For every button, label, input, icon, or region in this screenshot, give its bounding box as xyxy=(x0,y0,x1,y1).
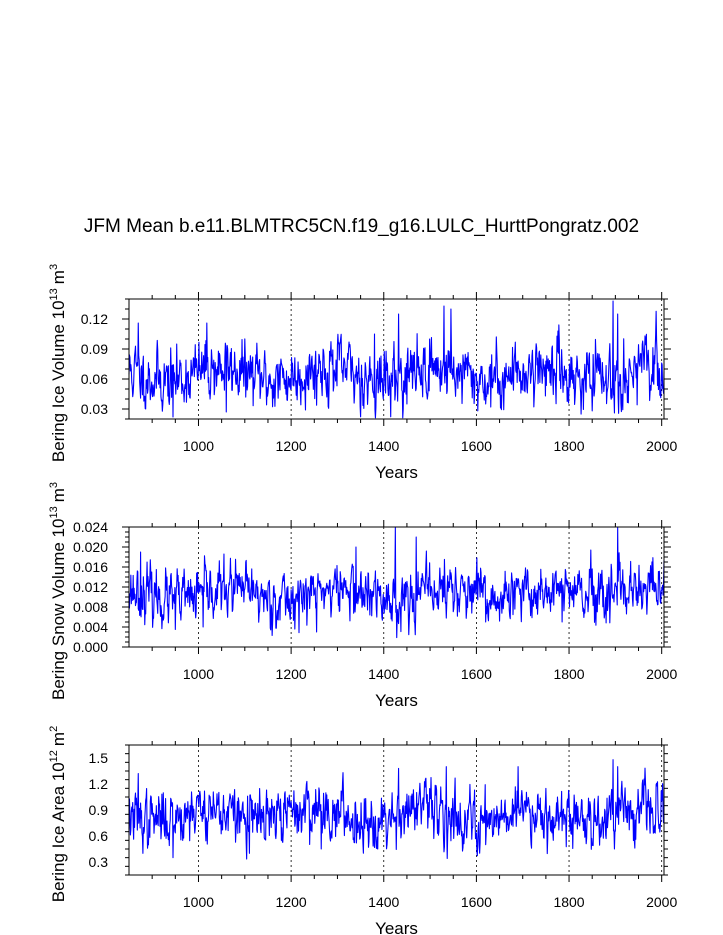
x-tick-label: 1200 xyxy=(276,666,307,682)
y-tick-label: 0.024 xyxy=(73,519,108,535)
ice-area-panel: 1000 1200 1400 1600 1800 2000 Years 0.3 0.6 0.9 1.… xyxy=(48,726,677,935)
y-tick-label: 0.020 xyxy=(73,539,108,555)
x-tick-label: 1200 xyxy=(276,438,307,454)
y-tick-label: 0.016 xyxy=(73,559,108,575)
snow-volume-series-line xyxy=(128,527,665,639)
y-tick-label: 0.06 xyxy=(81,371,108,387)
y-axis-label-text: Bering Ice Area 10 xyxy=(49,762,68,902)
y-tick-label: 1.2 xyxy=(89,776,109,792)
ice-volume-panel: 1000 1200 1400 1600 1800 2000 Years 0.03 0.06 0.0… xyxy=(48,264,677,482)
x-tick-label: 1600 xyxy=(461,666,492,682)
x-axis-label: Years xyxy=(375,463,418,482)
x-tick-label: 2000 xyxy=(646,438,677,454)
y-tick-label: 0.008 xyxy=(73,599,108,615)
x-tick-label: 1800 xyxy=(553,438,584,454)
y-axis-label-unit-exponent: 2 xyxy=(48,726,60,732)
x-tick-label: 1600 xyxy=(461,438,492,454)
x-tick-label: 1400 xyxy=(368,894,399,910)
y-tick-label: 1.5 xyxy=(89,750,109,766)
plot-frame xyxy=(128,744,665,876)
x-axis-label: Years xyxy=(375,919,418,935)
y-axis-label-unit-exponent: 3 xyxy=(48,482,60,488)
y-axis-label-unit: m xyxy=(49,488,68,502)
x-tick-label: 1800 xyxy=(553,894,584,910)
x-tick-label: 1000 xyxy=(183,438,214,454)
y-axis-label: Bering Ice Area 1012 m2 xyxy=(48,726,68,902)
ice-area-series-line xyxy=(128,759,665,860)
y-tick-label: 0.12 xyxy=(81,311,108,327)
x-axis-label: Years xyxy=(375,691,418,710)
y-tick-label: 0.000 xyxy=(73,639,108,655)
y-tick-label: 0.012 xyxy=(73,579,108,595)
y-tick-label: 0.9 xyxy=(89,802,109,818)
y-axis-label-unit: m xyxy=(49,732,68,746)
y-tick-label: 0.3 xyxy=(89,854,109,870)
chart-title: JFM Mean b.e11.BLMTRC5CN.f19_g16.LULC_Hu… xyxy=(83,216,640,237)
x-tick-label: 1000 xyxy=(183,894,214,910)
y-tick-label: 0.004 xyxy=(73,619,108,635)
y-axis-label-exponent: 13 xyxy=(48,288,60,300)
x-tick-label: 2000 xyxy=(646,666,677,682)
x-tick-label: 1400 xyxy=(368,666,399,682)
y-axis-label-text: Bering Snow Volume 10 xyxy=(49,519,68,700)
ice-volume-series-line xyxy=(128,300,665,419)
x-tick-label: 1600 xyxy=(461,894,492,910)
y-axis-label: Bering Snow Volume 1013 m3 xyxy=(48,482,68,700)
y-tick-label: 0.6 xyxy=(89,828,109,844)
y-tick-label: 0.09 xyxy=(81,341,108,357)
x-tick-label: 1800 xyxy=(553,666,584,682)
x-tick-label: 1000 xyxy=(183,666,214,682)
x-tick-label: 1400 xyxy=(368,438,399,454)
snow-volume-panel: 1000 1200 1400 1600 1800 2000 Years 0.000 0.004 0… xyxy=(48,482,677,710)
y-axis-label: Bering Ice Volume 1013 m3 xyxy=(48,264,68,462)
y-axis-label-unit-exponent: 3 xyxy=(48,264,60,270)
y-axis-label-unit: m xyxy=(49,270,68,284)
y-axis-label-exponent: 13 xyxy=(48,506,60,518)
y-axis-label-exponent: 12 xyxy=(48,750,60,762)
x-tick-label: 2000 xyxy=(646,894,677,910)
x-tick-label: 1200 xyxy=(276,894,307,910)
y-axis-label-text: Bering Ice Volume 10 xyxy=(49,300,68,462)
y-tick-label: 0.03 xyxy=(81,401,108,417)
